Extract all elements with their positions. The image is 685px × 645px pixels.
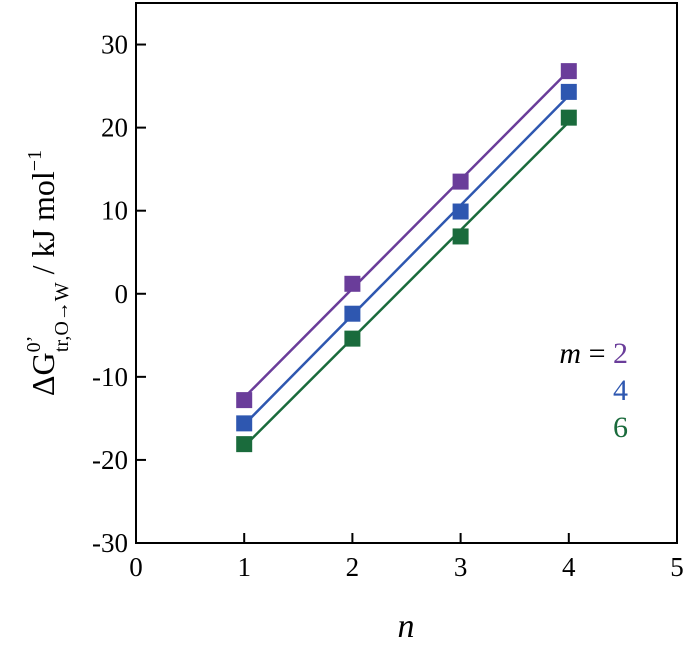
legend-value-2: 2 — [613, 337, 628, 370]
y-label-superscript: 0’ — [23, 336, 45, 352]
point-m6-n4 — [560, 109, 577, 126]
point-m6-n2 — [344, 330, 361, 347]
y-tick-label: -20 — [92, 445, 128, 475]
point-m2-n2 — [344, 275, 361, 292]
y-label-sub-prefix: tr,O — [51, 321, 73, 352]
point-m4-n4 — [560, 83, 577, 100]
x-tick-label: 4 — [562, 552, 576, 582]
point-m2-n3 — [452, 173, 469, 190]
plot-frame — [135, 2, 678, 544]
x-tick-label: 5 — [670, 552, 684, 582]
legend-row-m2: m = 2 — [559, 337, 628, 370]
fit-line-m2 — [243, 69, 570, 399]
x-tick-label: 2 — [346, 552, 360, 582]
legend-var: m — [559, 337, 581, 370]
legend-eq: = — [581, 337, 613, 370]
y-label-arrow: → — [51, 301, 73, 321]
point-m6-n3 — [452, 228, 469, 245]
y-tick-label: 10 — [101, 196, 128, 226]
y-label-unit-superscript: −1 — [24, 150, 46, 171]
x-tick-label: 1 — [237, 552, 251, 582]
ticks: 0 1 2 3 4 5 -30 -20 -10 0 10 20 30 — [92, 30, 684, 582]
x-axis-label: n — [398, 608, 415, 645]
y-tick-label: 30 — [101, 30, 128, 60]
y-axis-label: ΔG0’ tr,O→W / kJ mol−1 — [23, 150, 73, 396]
y-tick-label: 20 — [101, 113, 128, 143]
fit-line-m4 — [243, 94, 570, 426]
y-label-unit: / kJ mol — [25, 171, 61, 282]
y-label-sub-suffix: W — [51, 282, 73, 301]
legend: m = 2 4 6 — [559, 337, 628, 444]
fit-line-m6 — [243, 121, 570, 448]
y-label-main: ΔG — [25, 352, 61, 396]
point-m4-n1 — [236, 415, 253, 432]
y-tick-label: -30 — [92, 528, 128, 558]
point-m2-n4 — [560, 63, 577, 80]
fit-lines — [243, 69, 570, 448]
x-tick-label: 0 — [129, 552, 143, 582]
point-m2-n1 — [236, 392, 253, 409]
legend-value-6: 6 — [613, 411, 628, 444]
point-m4-n2 — [344, 305, 361, 322]
legend-value-4: 4 — [613, 374, 628, 407]
data-points — [236, 63, 577, 453]
y-tick-label: -10 — [92, 362, 128, 392]
point-m4-n3 — [452, 203, 469, 220]
y-tick-label: 0 — [115, 279, 129, 309]
point-m6-n1 — [236, 436, 253, 453]
x-tick-label: 3 — [454, 552, 468, 582]
